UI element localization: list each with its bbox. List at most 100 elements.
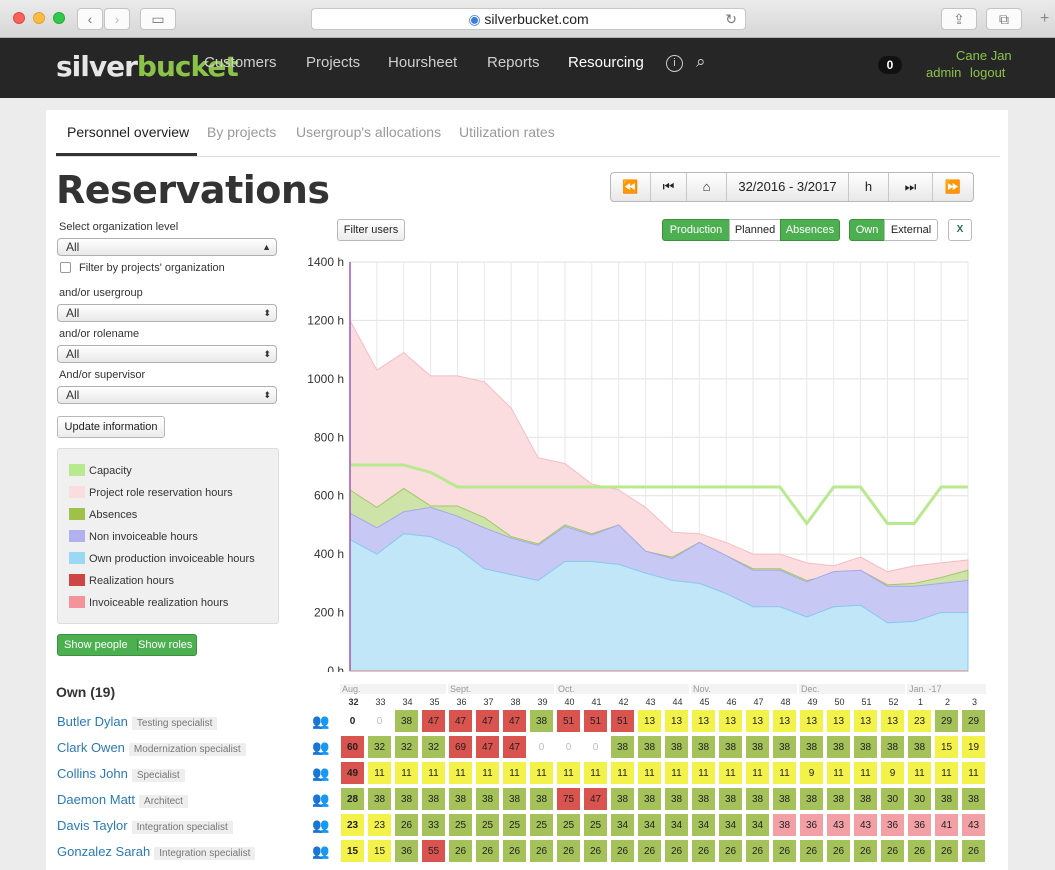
allocation-cell[interactable]: 38 bbox=[880, 735, 905, 759]
allocation-cell[interactable]: 11 bbox=[421, 761, 446, 785]
allocation-cell[interactable]: 11 bbox=[718, 761, 743, 785]
allocation-cell[interactable]: 38 bbox=[529, 787, 554, 811]
notification-badge[interactable]: 0 bbox=[878, 56, 902, 74]
allocation-cell[interactable]: 26 bbox=[664, 839, 689, 863]
date-range[interactable]: 32/2016 - 3/2017 bbox=[727, 173, 849, 201]
allocation-cell[interactable]: 28 bbox=[340, 787, 365, 811]
allocation-cell[interactable]: 38 bbox=[637, 735, 662, 759]
reload-icon[interactable]: ↻ bbox=[725, 11, 737, 27]
allocation-cell[interactable]: 26 bbox=[799, 839, 824, 863]
allocation-cell[interactable]: 47 bbox=[475, 709, 500, 733]
person-name-link[interactable]: Daemon Matt bbox=[57, 792, 136, 807]
allocation-cell[interactable]: 13 bbox=[853, 709, 878, 733]
allocation-cell[interactable]: 11 bbox=[367, 761, 392, 785]
allocation-cell[interactable]: 23 bbox=[367, 813, 392, 837]
allocation-cell[interactable]: 13 bbox=[718, 709, 743, 733]
allocation-cell[interactable]: 26 bbox=[745, 839, 770, 863]
sidebar-icon[interactable]: ▭ bbox=[140, 8, 176, 30]
allocation-cell[interactable]: 25 bbox=[448, 813, 473, 837]
allocation-cell[interactable]: 43 bbox=[961, 813, 986, 837]
user-name[interactable]: Cane Jan bbox=[956, 48, 1012, 63]
tab-usergroup-allocations[interactable]: Usergroup's allocations bbox=[296, 124, 442, 140]
home-icon[interactable]: ⌂ bbox=[687, 173, 727, 201]
allocation-cell[interactable]: 13 bbox=[826, 709, 851, 733]
allocation-cell[interactable]: 32 bbox=[421, 735, 446, 759]
nav-hoursheet[interactable]: Hoursheet bbox=[388, 54, 458, 71]
allocation-cell[interactable]: 11 bbox=[556, 761, 581, 785]
allocation-cell[interactable]: 11 bbox=[502, 761, 527, 785]
allocation-cell[interactable]: 11 bbox=[610, 761, 635, 785]
allocation-cell[interactable]: 26 bbox=[610, 839, 635, 863]
allocation-cell[interactable]: 36 bbox=[907, 813, 932, 837]
allocation-cell[interactable]: 26 bbox=[691, 839, 716, 863]
show-people-button[interactable]: Show people bbox=[64, 639, 128, 651]
allocation-cell[interactable]: 38 bbox=[745, 787, 770, 811]
allocation-cell[interactable]: 25 bbox=[502, 813, 527, 837]
allocation-cell[interactable]: 38 bbox=[934, 787, 959, 811]
allocation-cell[interactable]: 49 bbox=[340, 761, 365, 785]
allocation-cell[interactable]: 38 bbox=[610, 735, 635, 759]
allocation-cell[interactable]: 38 bbox=[853, 787, 878, 811]
allocation-cell[interactable]: 9 bbox=[799, 761, 824, 785]
allocation-cell[interactable]: 38 bbox=[853, 735, 878, 759]
logout-link[interactable]: logout bbox=[970, 65, 1006, 80]
person-name-link[interactable]: Davis Taylor bbox=[57, 818, 128, 833]
allocation-cell[interactable]: 23 bbox=[907, 709, 932, 733]
people-icon[interactable]: 👥 bbox=[312, 739, 330, 755]
step-back-button[interactable]: ⏮ bbox=[651, 173, 687, 201]
allocation-cell[interactable]: 34 bbox=[664, 813, 689, 837]
forward-button[interactable]: › bbox=[104, 8, 130, 30]
tab-by-projects[interactable]: By projects bbox=[207, 124, 277, 140]
allocation-cell[interactable]: 43 bbox=[853, 813, 878, 837]
allocation-cell[interactable]: 29 bbox=[934, 709, 959, 733]
allocation-cell[interactable]: 47 bbox=[502, 735, 527, 759]
allocation-cell[interactable]: 41 bbox=[934, 813, 959, 837]
info-icon[interactable]: i bbox=[666, 55, 683, 72]
allocation-cell[interactable]: 60 bbox=[340, 735, 365, 759]
zoom-window-button[interactable] bbox=[53, 12, 65, 24]
allocation-cell[interactable]: 38 bbox=[610, 787, 635, 811]
allocation-cell[interactable]: 26 bbox=[583, 839, 608, 863]
usergroup-select[interactable]: All ⬍ bbox=[57, 304, 277, 322]
allocation-cell[interactable]: 11 bbox=[394, 761, 419, 785]
allocation-cell[interactable]: 36 bbox=[880, 813, 905, 837]
allocation-cell[interactable]: 26 bbox=[934, 839, 959, 863]
allocation-cell[interactable]: 38 bbox=[448, 787, 473, 811]
people-icon[interactable]: 👥 bbox=[312, 843, 330, 859]
person-name-link[interactable]: Butler Dylan bbox=[57, 714, 128, 729]
allocation-cell[interactable]: 26 bbox=[529, 839, 554, 863]
close-window-button[interactable] bbox=[13, 12, 25, 24]
allocation-cell[interactable]: 75 bbox=[556, 787, 581, 811]
allocation-cell[interactable]: 38 bbox=[799, 787, 824, 811]
allocation-cell[interactable]: 11 bbox=[529, 761, 554, 785]
allocation-cell[interactable]: 30 bbox=[880, 787, 905, 811]
allocation-cell[interactable]: 26 bbox=[907, 839, 932, 863]
allocation-cell[interactable]: 26 bbox=[880, 839, 905, 863]
allocation-cell[interactable]: 15 bbox=[934, 735, 959, 759]
allocation-cell[interactable]: 34 bbox=[637, 813, 662, 837]
allocation-cell[interactable]: 26 bbox=[826, 839, 851, 863]
allocation-cell[interactable]: 38 bbox=[772, 787, 797, 811]
allocation-cell[interactable]: 23 bbox=[340, 813, 365, 837]
allocation-cell[interactable]: 11 bbox=[853, 761, 878, 785]
allocation-cell[interactable]: 13 bbox=[799, 709, 824, 733]
allocation-cell[interactable]: 38 bbox=[691, 787, 716, 811]
allocation-cell[interactable]: 38 bbox=[826, 787, 851, 811]
allocation-cell[interactable]: 25 bbox=[475, 813, 500, 837]
rolename-select[interactable]: All ⬍ bbox=[57, 345, 277, 363]
allocation-cell[interactable]: 11 bbox=[907, 761, 932, 785]
allocation-cell[interactable]: 36 bbox=[799, 813, 824, 837]
supervisor-select[interactable]: All ⬍ bbox=[57, 386, 277, 404]
own-toggle[interactable]: Own bbox=[849, 219, 885, 241]
allocation-cell[interactable]: 26 bbox=[502, 839, 527, 863]
address-bar[interactable]: ◉ silverbucket.com ↻ bbox=[311, 8, 746, 30]
allocation-cell[interactable]: 0 bbox=[583, 735, 608, 759]
allocation-cell[interactable]: 47 bbox=[448, 709, 473, 733]
allocation-cell[interactable]: 34 bbox=[745, 813, 770, 837]
allocation-cell[interactable]: 11 bbox=[583, 761, 608, 785]
allocation-cell[interactable]: 38 bbox=[745, 735, 770, 759]
allocation-cell[interactable]: 47 bbox=[421, 709, 446, 733]
allocation-cell[interactable]: 38 bbox=[367, 787, 392, 811]
allocation-cell[interactable]: 43 bbox=[826, 813, 851, 837]
people-icon[interactable]: 👥 bbox=[312, 713, 330, 729]
